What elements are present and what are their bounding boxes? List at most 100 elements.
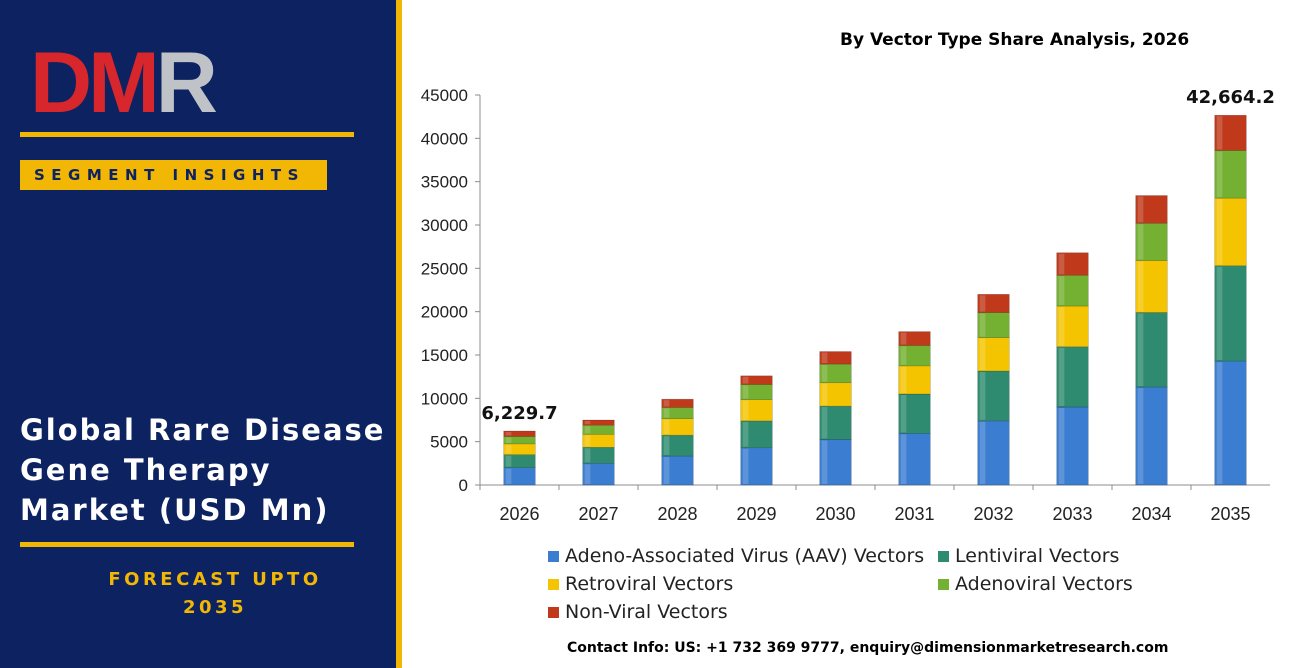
legend-label: Adeno-Associated Virus (AAV) Vectors xyxy=(565,545,925,567)
bar-sheen xyxy=(584,448,591,463)
legend-item: Adenoviral Vectors xyxy=(938,572,1238,596)
bar-sheen xyxy=(505,468,512,484)
x-tick-label: 2027 xyxy=(578,504,618,524)
bar-segment xyxy=(819,351,852,365)
legend-item: Non-Viral Vectors xyxy=(548,600,938,624)
x-tick-label: 2031 xyxy=(894,504,934,524)
legend-item: Adeno-Associated Virus (AAV) Vectors xyxy=(548,544,938,568)
x-tick-label: 2034 xyxy=(1131,504,1171,524)
y-tick-label: 20000 xyxy=(421,303,468,322)
bar-segment xyxy=(1056,346,1089,408)
bar-segment xyxy=(819,439,852,486)
bar-sheen xyxy=(742,400,749,420)
bar-sheen xyxy=(1137,313,1144,387)
bar-layer xyxy=(503,114,1247,486)
bar-segment xyxy=(740,447,773,486)
y-tick-label: 5000 xyxy=(430,433,468,452)
bar-sheen xyxy=(979,338,986,371)
x-tick-label: 2028 xyxy=(657,504,697,524)
bar-sheen xyxy=(663,419,670,435)
bar-segment xyxy=(582,463,615,486)
segment-insights-banner: SEGMENT INSIGHTS xyxy=(20,160,327,190)
logo-letter-d: D xyxy=(30,38,89,120)
bar-segment xyxy=(503,436,536,445)
stacked-bar-chart: 0 5000 10000 15000 20000 25000 30000 35000 40000… xyxy=(421,86,1275,524)
bar-sheen xyxy=(821,352,828,364)
total-data-label: 6,229.7 xyxy=(481,403,557,424)
bar-segment xyxy=(898,393,931,434)
chart-legend: Adeno-Associated Virus (AAV) Vectors Lent… xyxy=(548,544,1248,624)
bar-sheen xyxy=(663,436,670,455)
x-tick-label: 2035 xyxy=(1210,504,1250,524)
bar-sheen xyxy=(505,455,512,467)
y-tick-label: 25000 xyxy=(421,259,468,278)
bar-sheen xyxy=(821,365,828,382)
bar-sheen xyxy=(1216,362,1223,484)
legend-label: Adenoviral Vectors xyxy=(955,573,1133,595)
y-tick-label: 40000 xyxy=(421,129,468,148)
bar-sheen xyxy=(505,432,512,436)
bar-segment xyxy=(1135,195,1168,224)
bar-segment xyxy=(503,430,536,437)
forecast-line1: FORECAST UPTO xyxy=(108,569,322,590)
legend-item: Lentiviral Vectors xyxy=(938,544,1238,568)
bar-sheen xyxy=(742,376,749,384)
bar-sheen xyxy=(505,444,512,454)
bar-sheen xyxy=(900,434,907,484)
bar-segment xyxy=(1135,386,1168,486)
bar-sheen xyxy=(1216,151,1223,198)
axis-layer: 0 5000 10000 15000 20000 25000 30000 35000 40000… xyxy=(421,86,1270,524)
bar-sheen xyxy=(505,437,512,443)
bar-segment xyxy=(819,405,852,440)
bar-sheen xyxy=(1058,347,1065,406)
chart-title: By Vector Type Share Analysis, 2026 xyxy=(840,30,1190,50)
bar-sheen xyxy=(1058,276,1065,306)
bar-sheen xyxy=(821,440,828,484)
x-tick-label: 2033 xyxy=(1052,504,1092,524)
left-panel: DMR SEGMENT INSIGHTS Global Rare Disease… xyxy=(0,0,396,668)
bar-sheen xyxy=(742,448,749,484)
bar-sheen xyxy=(1137,261,1144,312)
x-tick-label: 2029 xyxy=(736,504,776,524)
bar-sheen xyxy=(742,421,749,447)
bar-sheen xyxy=(742,385,749,399)
bar-segment xyxy=(1214,197,1247,267)
bar-segment xyxy=(1135,312,1168,388)
forecast-year: 2035 xyxy=(182,597,248,618)
bar-sheen xyxy=(900,366,907,393)
bar-sheen xyxy=(1137,388,1144,484)
legend-item: Retroviral Vectors xyxy=(548,572,938,596)
x-tick-label: 2026 xyxy=(499,504,539,524)
bar-sheen xyxy=(663,408,670,418)
bar-sheen xyxy=(1216,266,1223,361)
dmr-logo-text: DMR xyxy=(30,38,217,120)
y-tick-label: 10000 xyxy=(421,389,468,408)
legend-label: Lentiviral Vectors xyxy=(955,545,1120,567)
y-tick-label: 30000 xyxy=(421,216,468,235)
bar-segment xyxy=(582,419,615,426)
y-tick-label: 45000 xyxy=(421,86,468,105)
bar-sheen xyxy=(663,456,670,484)
bar-sheen xyxy=(1216,116,1223,150)
contact-info: Contact Info: US: +1 732 369 9777, enqui… xyxy=(567,640,1169,656)
total-data-label: 42,664.2 xyxy=(1186,87,1275,108)
bar-sheen xyxy=(1058,307,1065,346)
y-tick-label: 15000 xyxy=(421,346,468,365)
legend-swatch xyxy=(548,550,559,562)
bar-sheen xyxy=(1058,253,1065,275)
label-layer: 6,229.7 42,664.2 xyxy=(481,87,1275,424)
legend-swatch xyxy=(548,606,559,618)
bar-sheen xyxy=(1137,196,1144,223)
bar-segment xyxy=(661,418,694,436)
market-title: Global Rare Disease Gene Therapy Market … xyxy=(20,413,386,527)
bar-sheen xyxy=(1216,199,1223,265)
bar-segment xyxy=(1214,360,1247,486)
bar-sheen xyxy=(900,332,907,345)
legend-label: Non-Viral Vectors xyxy=(565,601,728,623)
bar-segment xyxy=(977,337,1010,372)
bar-sheen xyxy=(663,400,670,407)
bar-segment xyxy=(1135,260,1168,313)
bar-segment xyxy=(1056,252,1089,276)
y-tick-label: 35000 xyxy=(421,173,468,192)
bar-segment xyxy=(977,312,1010,338)
